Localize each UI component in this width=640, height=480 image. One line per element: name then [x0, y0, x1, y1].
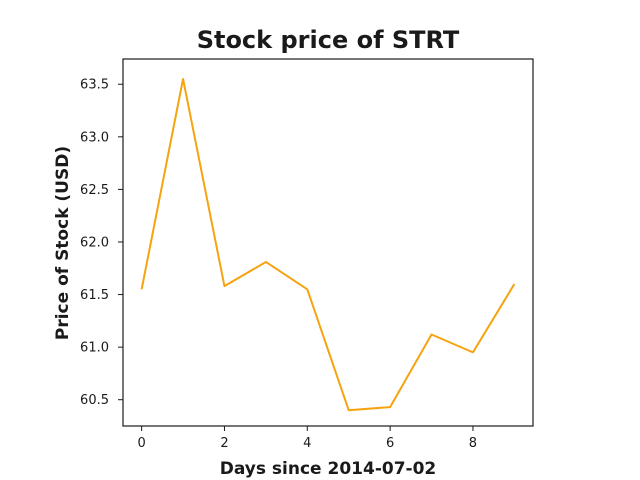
series-layer	[140, 77, 516, 412]
x-tick-label: 6	[386, 436, 394, 451]
plot-area	[122, 58, 534, 427]
y-tick-label: 63.0	[80, 130, 109, 145]
x-tick-label: 0	[137, 436, 145, 451]
y-tick-label: 61.5	[80, 288, 109, 303]
y-tick-label: 63.5	[80, 78, 109, 93]
x-tick-label: 4	[303, 436, 311, 451]
y-tick-label: 62.0	[80, 235, 109, 250]
x-axis-label: Days since 2014-07-02	[220, 459, 437, 479]
y-axis: 60.5 61.0 61.5 62.0 62.5 63.0 63.5	[80, 78, 123, 408]
chart-title: Stock price of STRT	[197, 26, 460, 54]
x-tick-label: 8	[469, 436, 477, 451]
y-tick-label: 60.5	[80, 393, 109, 408]
x-tick-label: 2	[220, 436, 228, 451]
series-line	[140, 77, 516, 412]
y-tick-label: 62.5	[80, 183, 109, 198]
y-tick-label: 61.0	[80, 341, 109, 356]
y-axis-label: Price of Stock (USD)	[53, 146, 73, 340]
x-axis: 0 2 4 6 8	[137, 426, 477, 451]
